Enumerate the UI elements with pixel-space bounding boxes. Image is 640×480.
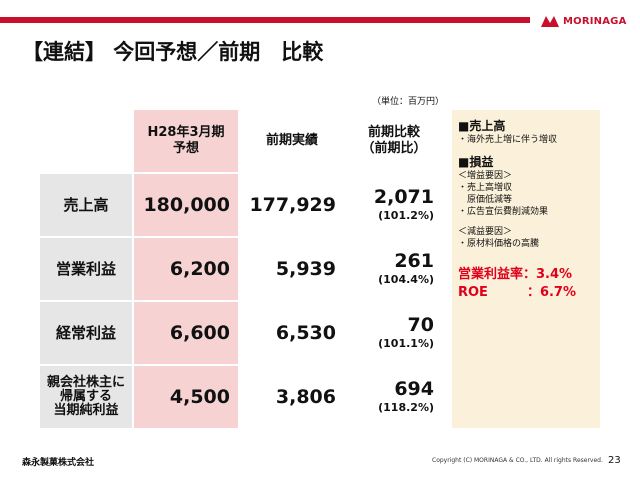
ratio-net-income: (118.2%) [378,401,434,414]
prior-operating-profit: 5,939 [240,238,344,300]
unit-note: （単位：百万円） [372,97,445,107]
sales-heading: ■売上高 [458,119,506,133]
diff-operating-profit: 261 [394,250,434,272]
compare-operating-profit: 261 (104.4%) [346,238,442,300]
ratio-operating-profit: (104.4%) [378,273,434,286]
compare-net-income: 694 (118.2%) [346,366,442,428]
decrease-factors-heading: ＜減益要因＞ [458,227,513,237]
diff-ordinary-profit: 70 [407,314,434,336]
increase-factor-3: ・広告宣伝費削減効果 [458,207,549,217]
increase-factor-2: 原価低減等 [458,195,513,205]
forecast-net-income: 4,500 [134,366,238,428]
operating-margin: 営業利益率：3.4% [458,267,573,282]
sales-note: ・海外売上増に伴う増収 [458,135,558,145]
forecast-ordinary-profit: 6,600 [134,302,238,364]
col-header-prior: 前期実績 [240,110,344,172]
row-label-net-income: 親会社株主に 帰属する 当期純利益 [40,366,132,428]
row-label-ordinary-profit: 経常利益 [40,302,132,364]
prior-ordinary-profit: 6,530 [240,302,344,364]
col-header-compare: 前期比較 （前期比） [346,110,442,172]
page-title: 【連結】 今回予想／前期 比較 [22,40,324,64]
company-name: 森永製菓株式会社 [22,458,95,468]
diff-sales: 2,071 [373,186,434,208]
page-number: 23 [608,455,621,466]
profit-loss-heading: ■損益 [458,155,494,169]
brand-name: MORINAGA [563,15,627,27]
roe: ROE ：6.7% [458,285,576,300]
copyright: Copyright (C) MORINAGA & CO., LTD. All r… [432,457,603,464]
compare-ordinary-profit: 70 (101.1%) [346,302,442,364]
explanation-panel: ■売上高 ・海外売上増に伴う増収 ■損益 ＜増益要因＞ ・売上高増収 原価低減等… [452,110,600,428]
diff-net-income: 694 [394,378,434,400]
increase-factors-heading: ＜増益要因＞ [458,171,513,181]
row-label-sales: 売上高 [40,174,132,236]
compare-sales: 2,071 (101.2%) [346,174,442,236]
morinaga-angel-icon [541,16,559,27]
forecast-sales: 180,000 [134,174,238,236]
brand-logo: MORINAGA [540,12,627,30]
prior-sales: 177,929 [240,174,344,236]
decrease-factor-1: ・原材料価格の高騰 [458,239,540,249]
ratio-sales: (101.2%) [378,209,434,222]
prior-net-income: 3,806 [240,366,344,428]
forecast-operating-profit: 6,200 [134,238,238,300]
row-label-operating-profit: 営業利益 [40,238,132,300]
increase-factor-1: ・売上高増収 [458,183,513,193]
ratio-ordinary-profit: (101.1%) [378,337,434,350]
col-header-forecast: H28年3月期 予想 [134,110,238,172]
header-bar [0,17,530,23]
